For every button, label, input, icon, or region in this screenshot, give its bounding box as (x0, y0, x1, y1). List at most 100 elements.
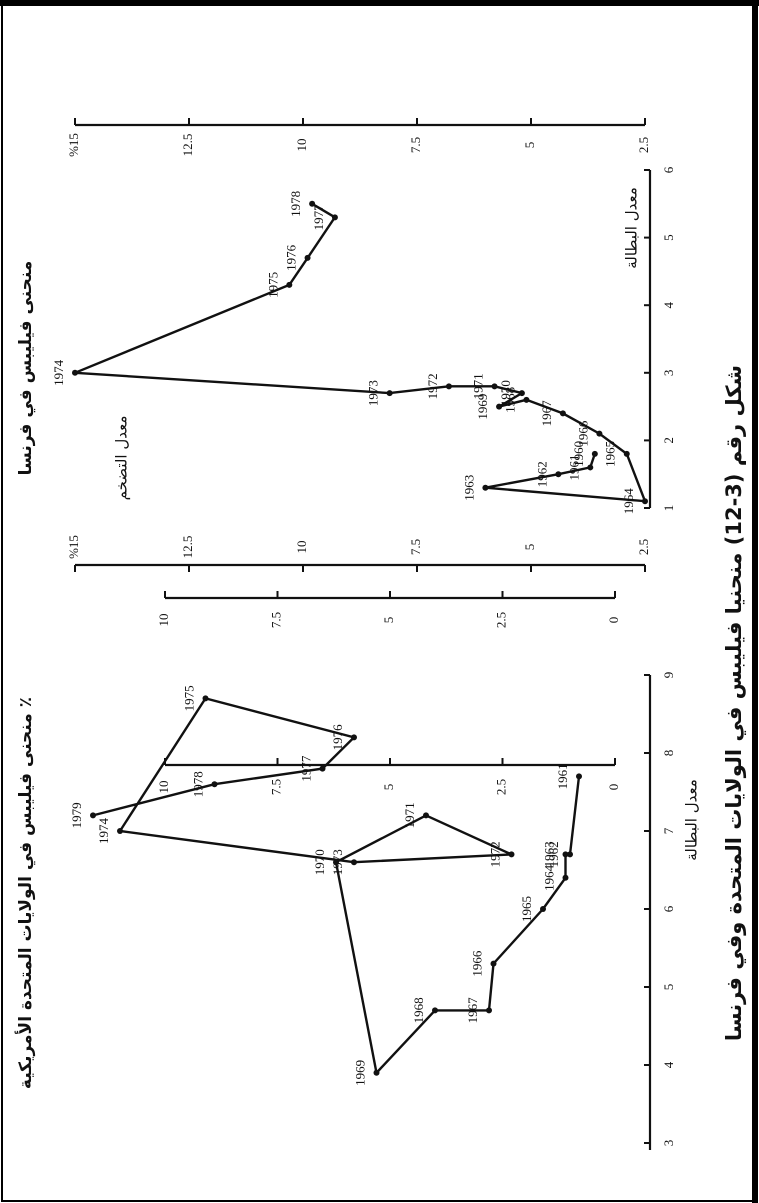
point (331, 214, 338, 221)
point (351, 734, 357, 741)
y-tick-label: %15 (66, 133, 81, 157)
point (373, 1069, 380, 1076)
y-tick-label: 0 (606, 617, 621, 624)
point (432, 1007, 438, 1014)
chart-title: منحنى فيليبس في الولايات المتحدة الأمريك… (15, 697, 36, 1089)
y-tick-label: 2.5 (636, 539, 651, 555)
point-label: 1970 (312, 849, 327, 875)
y-axis-label: معدل التضخم (113, 416, 131, 501)
point-label: 1975 (181, 685, 196, 711)
point-label: 1977 (298, 755, 313, 782)
point-label: 1962 (534, 461, 549, 487)
point-label: 1978 (190, 771, 205, 797)
point-label: 1968 (411, 997, 426, 1023)
point (445, 383, 452, 390)
point-label: 1977 (311, 204, 326, 231)
y-tick-label: 7.5 (268, 779, 283, 795)
y-tick-label: 5 (522, 142, 537, 149)
x-tick-label: 6 (661, 905, 676, 912)
y-tick-label: 7.5 (408, 137, 423, 153)
point-label: 1973 (330, 849, 345, 875)
x-axis-label: معدل البطالة (683, 779, 701, 861)
point (490, 960, 497, 967)
point (591, 450, 598, 457)
point (518, 390, 525, 397)
point (562, 851, 569, 858)
point-label: 1971 (402, 802, 417, 828)
point-label: 1969 (475, 394, 490, 420)
point-label: 1964 (541, 864, 556, 891)
point (351, 859, 357, 866)
point (423, 812, 429, 819)
point (482, 484, 489, 491)
point-label: 1961 (566, 454, 581, 480)
point-label: 1960 (571, 441, 586, 467)
point-label: 1962 (546, 841, 561, 867)
x-axis-label: معدل البطالة (623, 187, 641, 269)
point-label: 1979 (69, 802, 84, 828)
point-label: 1978 (288, 191, 303, 217)
point-label: 1972 (425, 373, 440, 399)
point (309, 200, 316, 207)
rotated-page: شكل رقم (3-12) منحنيا فيليبس في الولايات… (15, 118, 746, 1150)
point-label: 1967 (539, 400, 554, 427)
x-tick-label: 1 (661, 505, 676, 512)
x-tick-label: 4 (661, 301, 676, 308)
point (567, 851, 573, 858)
x-tick-label: 8 (661, 750, 676, 757)
point (596, 430, 603, 437)
x-tick-label: 7 (661, 827, 676, 834)
y-tick-label: 10 (156, 781, 171, 794)
point (386, 390, 393, 397)
point-label: 1967 (465, 997, 480, 1024)
point (623, 450, 630, 457)
y-tick-label: 2.5 (493, 779, 508, 795)
point-label: 1961 (555, 763, 570, 789)
point-label: 1968 (502, 387, 517, 413)
point (491, 383, 498, 390)
x-tick-label: 9 (661, 672, 676, 679)
point (540, 906, 546, 912)
point-label: 1965 (519, 896, 534, 922)
point-label: 1963 (541, 841, 556, 867)
point (202, 695, 209, 702)
point (562, 874, 569, 881)
y-tick-label: 2.5 (636, 137, 651, 153)
point (555, 471, 562, 478)
point-label: 1975 (265, 272, 280, 298)
x-tick-label: 2 (661, 437, 676, 444)
curve (74, 202, 647, 503)
x-tick-label: 3 (661, 1140, 676, 1147)
y-tick-label: 10 (294, 139, 309, 152)
point (286, 281, 293, 288)
point (523, 396, 530, 403)
y-tick-label: 10 (156, 614, 171, 627)
x-tick-label: 4 (661, 1061, 676, 1068)
point-label: 1971 (471, 373, 486, 399)
y-tick-label: 12.5 (180, 536, 195, 559)
y-tick-label: 12.5 (180, 134, 195, 157)
y-tick-label: 10 (294, 541, 309, 554)
point (508, 851, 515, 858)
y-tick-label: 7.5 (268, 612, 283, 628)
y-tick-label: 5 (381, 617, 396, 624)
point-label: 1963 (461, 475, 476, 501)
point-label: 1970 (498, 380, 513, 406)
point (333, 859, 339, 866)
x-tick-label: 5 (661, 984, 676, 991)
point-label: 1974 (96, 818, 111, 845)
point (117, 828, 123, 834)
point (576, 773, 582, 780)
point-label: 1966 (575, 420, 590, 447)
point-label: 1969 (352, 1060, 367, 1086)
x-tick-label: 3 (661, 370, 676, 377)
point (587, 464, 594, 471)
y-tick-label: 0 (606, 784, 621, 791)
point-label: 1966 (469, 950, 484, 977)
point-label: 1972 (487, 841, 502, 867)
point-label: 1976 (330, 724, 345, 751)
x-tick-label: 5 (661, 234, 676, 241)
point (559, 410, 566, 417)
